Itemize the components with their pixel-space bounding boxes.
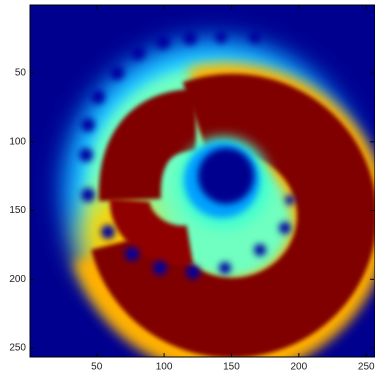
- x-tick-label: 150: [223, 362, 240, 373]
- plot-frame: [29, 4, 375, 358]
- x-tick-label: 100: [156, 362, 173, 373]
- x-tick-label: 250: [358, 362, 375, 373]
- y-tick-label: 150: [9, 205, 26, 216]
- x-tick-label: 50: [91, 362, 103, 373]
- dots: [79, 31, 295, 279]
- y-tick-label: 250: [9, 343, 26, 354]
- y-tick-label: 200: [9, 274, 26, 285]
- y-tick-label: 50: [15, 68, 27, 79]
- x-tick-label: 200: [291, 362, 308, 373]
- heatmap-image: [30, 5, 375, 357]
- y-tick-label: 100: [9, 136, 26, 147]
